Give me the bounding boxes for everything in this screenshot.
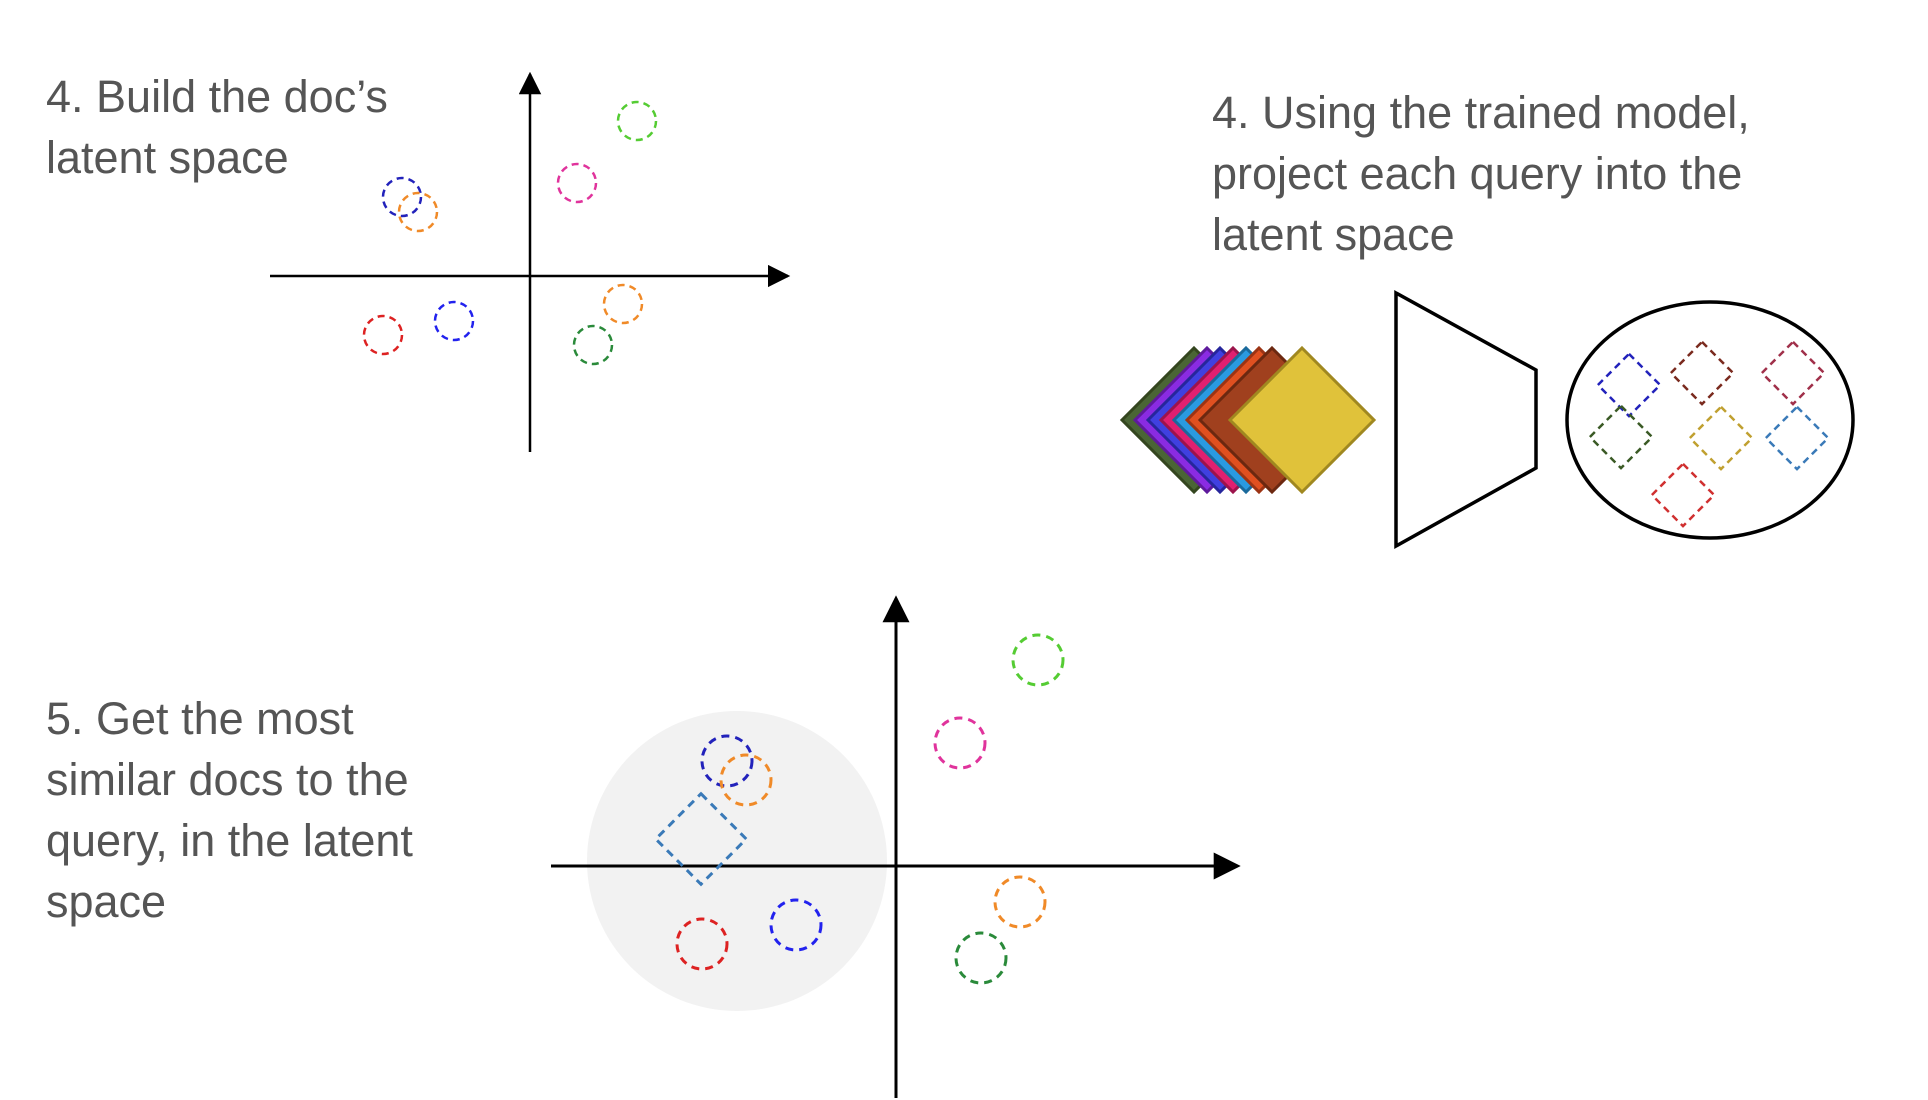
latent-square-dark-red [1669,340,1735,406]
doc-point-red [362,314,404,356]
caption-line: latent space [46,132,289,183]
caption-line: project each query into the [1212,148,1743,199]
doc-point-orange [602,283,644,325]
doc-point-blue [433,300,475,342]
doc-point-navy [381,176,423,218]
encoder-model [1394,290,1538,549]
doc-point-magenta [556,162,598,204]
latent-square-red [1650,462,1716,528]
doc-point-magenta [933,716,987,770]
similarity-plot [551,595,1241,1098]
caption-line: query, in the latent [46,815,413,866]
query-stack [1119,345,1377,495]
latent-square-crimson [1760,340,1826,406]
caption-line: 4. Build the doc’s [46,71,388,122]
caption-line: space [46,876,167,927]
doc-point-green [616,100,658,142]
query-point-steel-blue [653,791,749,887]
doc-latent-space-plot [270,71,791,452]
latent-square-steel-blue [1764,405,1830,471]
doc-point-orange [397,191,439,233]
latent-square-navy [1596,352,1662,418]
doc-point-orange [993,875,1047,929]
doc-point-navy [700,734,754,788]
query-latent-space [1565,300,1855,540]
latent-square-gold [1688,405,1754,471]
caption-similar-docs: 5. Get the most similar docs to the quer… [46,688,413,932]
caption-line: latent space [1212,209,1455,260]
similarity-region [587,711,887,1011]
doc-point-green [1011,633,1065,687]
latent-square-dark-olive [1588,404,1654,470]
caption-line: 4. Using the trained model, [1212,87,1750,138]
doc-point-dark-green [572,324,614,366]
query-diamond [1227,345,1377,495]
latent-ellipse [1565,300,1855,540]
doc-point-red [675,917,729,971]
doc-point-dark-green [954,931,1008,985]
caption-line: similar docs to the [46,754,409,805]
doc-point-blue [769,898,823,952]
doc-point-orange [719,753,773,807]
caption-line: 5. Get the most [46,693,354,744]
caption-project-query: 4. Using the trained model, project each… [1212,82,1750,265]
caption-build-latent-space: 4. Build the doc’s latent space [46,66,388,188]
